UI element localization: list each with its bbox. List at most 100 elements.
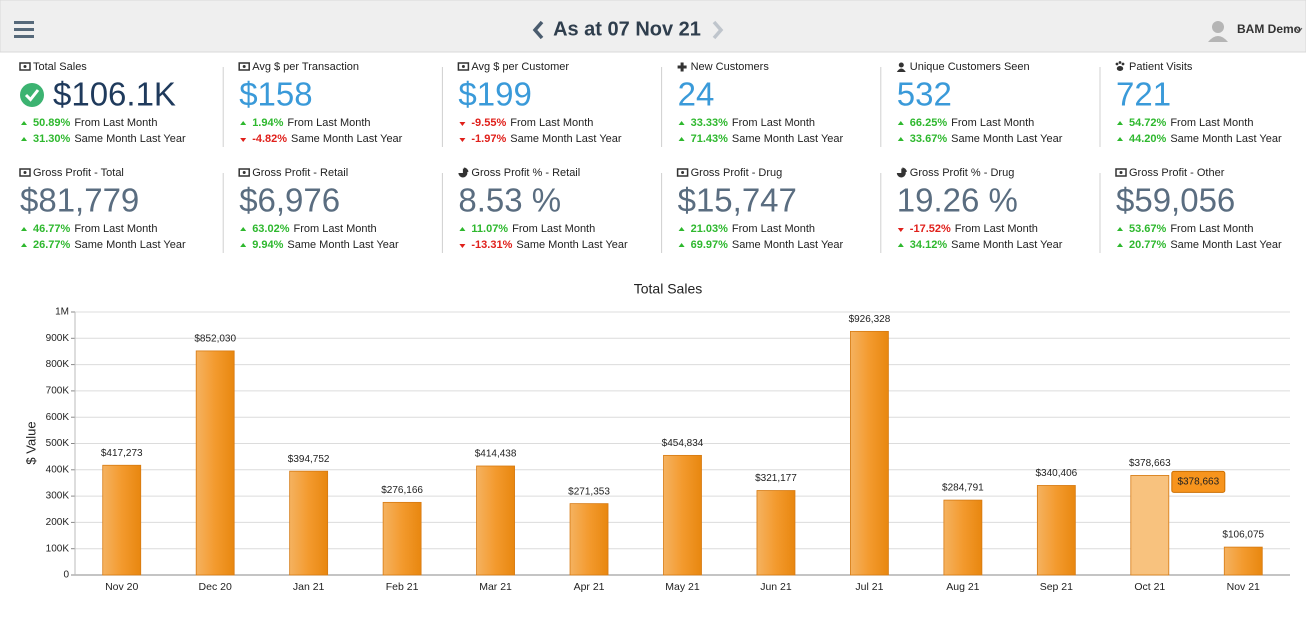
kpi-change: 33.67% Same Month Last Year: [910, 133, 1063, 145]
kpi-icon: [19, 168, 31, 177]
icon-part: [23, 65, 27, 68]
icon-part: [463, 167, 469, 172]
kpi-change: -13.31% Same Month Last Year: [471, 239, 628, 251]
kpi-icon: [238, 168, 250, 177]
change-arrow: [459, 244, 466, 248]
change-arrow: [678, 121, 685, 125]
change-arrow: [678, 243, 685, 247]
icon-part: [681, 171, 685, 174]
prev-button[interactable]: [532, 20, 544, 40]
x-tick-label: Feb 21: [386, 581, 419, 593]
user-caret[interactable]: [1295, 27, 1303, 33]
icon-part: [461, 65, 465, 68]
y-tick-label: 900K: [46, 333, 70, 344]
y-tick-label: 700K: [46, 386, 70, 397]
change-value: 46.77%: [33, 223, 71, 235]
change-arrow: [21, 227, 27, 231]
icon-part: [23, 171, 27, 174]
kpi-value: 19.26 %: [897, 182, 1018, 219]
change-text: From Last Month: [74, 223, 157, 235]
kpi-change: 31.30% Same Month Last Year: [33, 133, 186, 145]
data-label: $276,166: [381, 485, 423, 496]
bar: [382, 501, 422, 576]
x-tick-label: Sep 21: [1040, 581, 1073, 593]
kpi-change: -4.82% Same Month Last Year: [252, 133, 402, 145]
kpi-value: $81,779: [20, 182, 139, 219]
data-label: $106,075: [1222, 530, 1264, 541]
change-text: Same Month Last Year: [951, 133, 1063, 145]
bar: [569, 503, 609, 576]
next-button[interactable]: [712, 20, 724, 40]
change-value: 20.77%: [1129, 239, 1167, 251]
kpi-label: Gross Profit - Total: [33, 167, 124, 179]
change-text: From Last Month: [951, 117, 1034, 129]
bar: [1223, 546, 1263, 576]
change-text: From Last Month: [510, 117, 593, 129]
kpi-label: Gross Profit - Retail: [252, 167, 348, 179]
top-bar: [0, 0, 1306, 53]
check-mark: [24, 89, 40, 102]
change-arrow: [678, 137, 685, 141]
kpi-value: $158: [239, 76, 312, 113]
change-value: 9.94%: [252, 239, 283, 251]
kpi-icon: [238, 62, 250, 71]
x-tick-label: Apr 21: [574, 581, 605, 593]
y-tick-label: 400K: [46, 464, 70, 475]
change-text: Same Month Last Year: [951, 239, 1063, 251]
change-value: 53.67%: [1129, 223, 1167, 235]
x-tick-label: Dec 20: [199, 581, 232, 593]
kpi-label: Gross Profit - Drug: [691, 167, 783, 179]
change-value: 26.77%: [33, 239, 71, 251]
icon-part: [1115, 62, 1119, 66]
data-label: $271,353: [568, 486, 610, 497]
change-text: From Last Month: [955, 223, 1038, 235]
x-tick-label: May 21: [665, 581, 700, 593]
kpi-change: 1.94% From Last Month: [252, 117, 370, 129]
kpi-icon: [1115, 61, 1125, 71]
kpi-icon: [458, 167, 469, 178]
icon-part: [457, 62, 470, 71]
icon-part: [898, 62, 904, 68]
kpi-change: 46.77% From Last Month: [33, 223, 157, 235]
kpi-value: 532: [897, 76, 952, 113]
icon-part: [19, 168, 31, 177]
data-label: $394,752: [288, 454, 330, 465]
date-title: As at 07 Nov 21: [553, 18, 701, 40]
bar: [195, 350, 235, 576]
data-label: $454,834: [662, 438, 704, 449]
change-value: 31.30%: [33, 133, 71, 145]
user-menu[interactable]: BAM Demo: [1237, 22, 1301, 36]
change-value: 66.25%: [910, 117, 948, 129]
menu-button[interactable]: [14, 21, 34, 38]
change-arrow: [897, 228, 904, 232]
change-value: -1.97%: [471, 133, 506, 145]
kpi-icon: [896, 62, 906, 72]
kpi-label: Avg $ per Customer: [471, 61, 569, 73]
change-arrow: [1117, 137, 1123, 141]
change-arrow: [1117, 121, 1123, 125]
change-value: 44.20%: [1129, 133, 1167, 145]
kpi-value: $106.1K: [53, 76, 176, 113]
kpi-icon: [896, 167, 907, 178]
change-text: From Last Month: [732, 223, 815, 235]
change-value: 11.07%: [471, 223, 508, 235]
change-text: From Last Month: [294, 223, 377, 235]
x-tick-label: Jul 21: [855, 581, 883, 593]
kpi-change: 63.02% From Last Month: [252, 223, 376, 235]
data-label: $414,438: [475, 449, 517, 460]
kpi-value: $199: [458, 76, 531, 113]
change-arrow: [1117, 227, 1123, 231]
kpi-value: 721: [1116, 76, 1171, 113]
kpi-change: 50.89% From Last Month: [33, 117, 157, 129]
change-value: 63.02%: [252, 223, 290, 235]
change-value: 69.97%: [691, 239, 729, 251]
bar: [102, 464, 142, 576]
kpi-change: 71.43% Same Month Last Year: [691, 133, 844, 145]
x-tick-label: Nov 21: [1227, 581, 1260, 593]
icon-part: [1115, 168, 1127, 177]
change-arrow: [897, 243, 904, 247]
kpi-change: 21.03% From Last Month: [691, 223, 815, 235]
data-label: $340,406: [1035, 468, 1077, 479]
change-value: -4.82%: [252, 133, 287, 145]
